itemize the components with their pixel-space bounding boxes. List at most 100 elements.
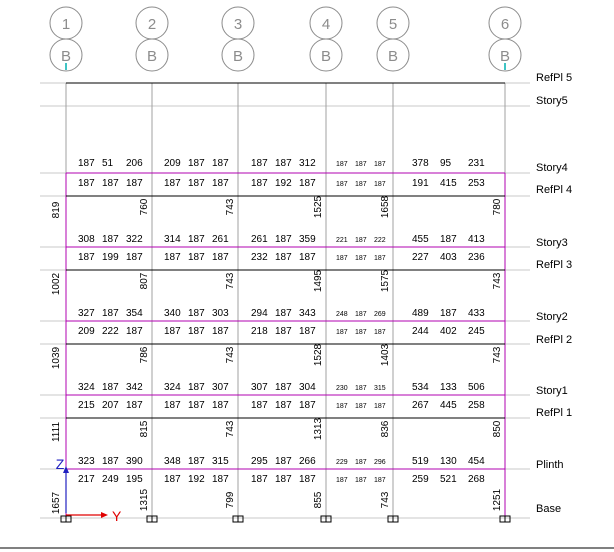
- beam-value: 261: [212, 234, 229, 245]
- beam-value: 187: [355, 255, 367, 262]
- beam-value: 199: [102, 252, 119, 263]
- level-label: Story1: [536, 385, 568, 397]
- column-value: 855: [313, 491, 324, 508]
- grid-bubble: 5B: [376, 6, 410, 72]
- grid-sublabel: B: [388, 48, 398, 65]
- beam-value: 324: [164, 382, 181, 393]
- beam-value: 187: [355, 459, 367, 466]
- beam-value: 187: [336, 255, 348, 262]
- level-label: RefPl 1: [536, 407, 572, 419]
- beam-value: 187: [374, 255, 386, 262]
- beam-value: 534: [412, 382, 429, 393]
- beam-value: 315: [374, 385, 386, 392]
- beam-value: 187: [164, 178, 181, 189]
- beam-value: 230: [336, 385, 348, 392]
- beam-value: 187: [212, 326, 229, 337]
- beam-value: 324: [78, 382, 95, 393]
- column-value: 743: [225, 198, 236, 215]
- column-value: 1111: [51, 422, 62, 442]
- beam-value: 315: [212, 456, 229, 467]
- beam-value: 187: [102, 178, 119, 189]
- grid-bubble: 4B: [309, 6, 343, 72]
- beam-value: 327: [78, 308, 95, 319]
- beam-value: 187: [102, 382, 119, 393]
- grid-sublabel: B: [500, 48, 510, 65]
- z-axis-arrowhead: [63, 466, 69, 473]
- beam-value: 187: [126, 326, 143, 337]
- beam-value: 187: [126, 252, 143, 263]
- grid-sublabel: B: [321, 48, 331, 65]
- column-value: 743: [225, 346, 236, 363]
- column-value: 1658: [380, 195, 391, 218]
- grid-bubble-circle: [376, 38, 410, 72]
- beam-value: 187: [78, 178, 95, 189]
- y-axis-label: Y: [112, 508, 122, 524]
- frame-members: [65, 63, 506, 518]
- beam-value: 378: [412, 158, 429, 169]
- beam-value: 187: [299, 326, 316, 337]
- beam-value: 489: [412, 308, 429, 319]
- beam-value: 390: [126, 456, 143, 467]
- column-value: 807: [139, 272, 150, 289]
- beam-value: 51: [102, 158, 114, 169]
- beam-value: 342: [126, 382, 143, 393]
- column-value: 743: [492, 346, 503, 363]
- beam-value: 187: [275, 234, 292, 245]
- column-value: 1002: [51, 272, 62, 295]
- beam-value: 187: [188, 400, 205, 411]
- grid-bubble-circle: [49, 38, 83, 72]
- beam-value: 227: [412, 252, 429, 263]
- beam-value: 348: [164, 456, 181, 467]
- beam-value: 187: [251, 178, 268, 189]
- beam-value: 359: [299, 234, 316, 245]
- column-value: 760: [139, 198, 150, 215]
- grid-label: 1: [62, 16, 70, 33]
- beam-value: 258: [468, 400, 485, 411]
- beam-value: 236: [468, 252, 485, 263]
- beam-value: 307: [251, 382, 268, 393]
- beam-value: 445: [440, 400, 457, 411]
- beam-value: 314: [164, 234, 181, 245]
- beam-value: 454: [468, 456, 485, 467]
- beam-value: 218: [251, 326, 268, 337]
- beam-value: 187: [78, 252, 95, 263]
- beam-value: 187: [355, 237, 367, 244]
- column-value: 786: [139, 346, 150, 363]
- grid-bubble: 6B: [488, 6, 522, 72]
- beam-value: 187: [374, 329, 386, 336]
- beam-value: 187: [188, 382, 205, 393]
- beam-value: 187: [374, 181, 386, 188]
- level-label: Story5: [536, 95, 568, 107]
- beam-value: 206: [126, 158, 143, 169]
- level-label: Plinth: [536, 459, 564, 471]
- column-value: 743: [225, 420, 236, 437]
- beam-value: 308: [78, 234, 95, 245]
- grid-bubble-circle: [135, 38, 169, 72]
- axis-indicator: Z Y: [56, 456, 122, 524]
- column-value: 1039: [51, 346, 62, 369]
- grid-label: 6: [501, 16, 509, 33]
- beam-value: 187: [336, 181, 348, 188]
- beam-value: 187: [164, 474, 181, 485]
- beam-value: 187: [251, 400, 268, 411]
- beam-value: 187: [440, 234, 457, 245]
- beam-value: 187: [275, 158, 292, 169]
- column-value: 743: [225, 272, 236, 289]
- beam-value: 187: [374, 161, 386, 168]
- column-value: 1403: [380, 343, 391, 366]
- beam-value: 506: [468, 382, 485, 393]
- beam-value: 187: [299, 252, 316, 263]
- beam-value: 187: [374, 403, 386, 410]
- beam-value: 187: [78, 158, 95, 169]
- beam-value: 187: [275, 382, 292, 393]
- beam-value: 187: [102, 234, 119, 245]
- beam-value: 187: [275, 456, 292, 467]
- column-value: 1313: [313, 417, 324, 440]
- beam-value: 403: [440, 252, 457, 263]
- beam-value: 521: [440, 474, 457, 485]
- beam-value: 187: [212, 252, 229, 263]
- grid-sublabel: B: [147, 48, 157, 65]
- beam-value: 229: [336, 459, 348, 466]
- beam-value: 130: [440, 456, 457, 467]
- level-label: RefPl 5: [536, 72, 572, 84]
